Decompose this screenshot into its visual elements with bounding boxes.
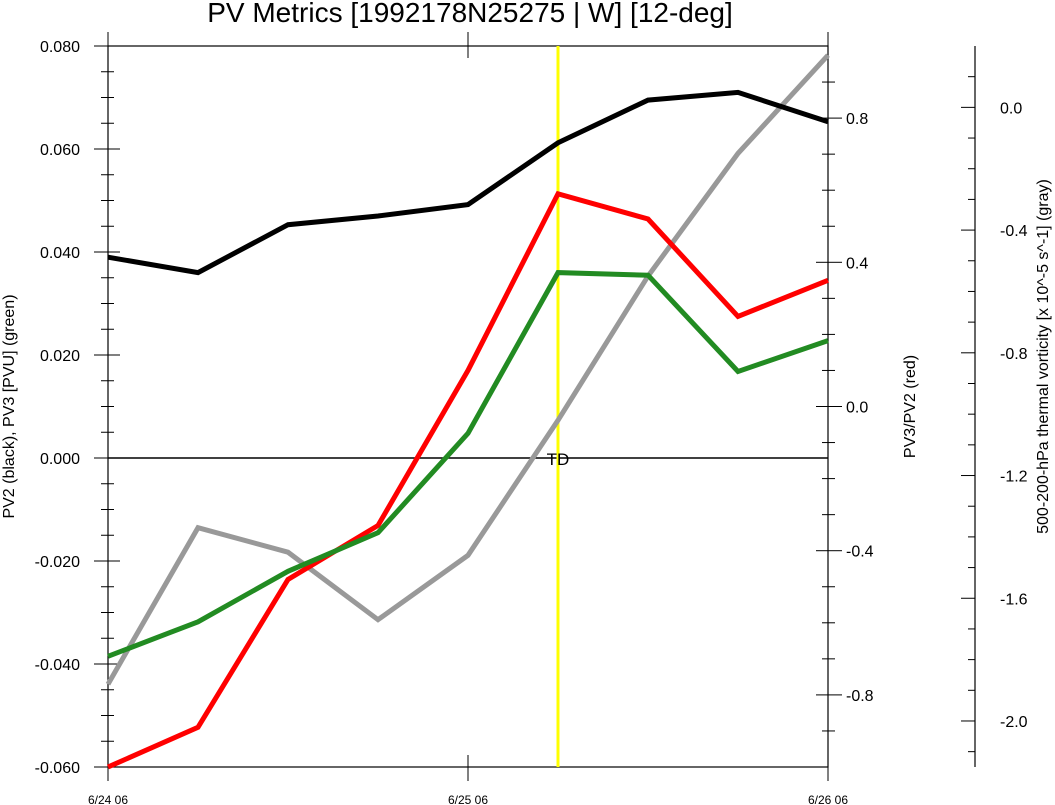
far-right-tick-label: 0.0 <box>1000 100 1022 117</box>
pv3-series-line <box>107 270 829 659</box>
left-tick-label: -0.040 <box>35 657 80 674</box>
x-tick-label: 6/25 06 <box>448 793 488 805</box>
y-axis-far-right-label: 500-200-hPa thermal vorticity [x 10^-5 s… <box>1035 179 1052 534</box>
left-tick-label: 0.060 <box>40 142 80 159</box>
far-right-tick-label: -0.4 <box>1000 223 1028 240</box>
far-right-tick-label: -2.0 <box>1000 714 1028 731</box>
right-tick-label: -0.4 <box>846 544 874 561</box>
right-tick-label: 0.8 <box>846 111 868 128</box>
left-tick-label: 0.040 <box>40 245 80 262</box>
x-tick-label: 6/26 06 <box>808 793 848 805</box>
y-axis-right-label: PV3/PV2 (red) <box>902 355 919 458</box>
left-tick-label: -0.020 <box>35 554 80 571</box>
thermal-vorticity-series-line <box>105 53 830 686</box>
pv3-pv2-ratio-series-line <box>106 190 829 770</box>
far-right-tick-label: -1.2 <box>1000 469 1028 486</box>
event-label: TD <box>547 450 570 469</box>
far-right-tick-label: -0.8 <box>1000 346 1028 363</box>
left-tick-label: 0.080 <box>40 39 80 56</box>
right-tick-label: 0.4 <box>846 255 868 272</box>
far-right-tick-label: -1.6 <box>1000 591 1028 608</box>
right-tick-label: -0.8 <box>846 688 874 705</box>
right-tick-label: 0.0 <box>846 400 868 417</box>
left-tick-label: 0.020 <box>40 348 80 365</box>
left-tick-label: 0.000 <box>40 451 80 468</box>
plot-frame <box>107 45 829 768</box>
left-tick-label: -0.060 <box>35 760 80 777</box>
y-axis-left-label: PV2 (black), PV3 [PVU] (green) <box>1 294 18 518</box>
chart-title: PV Metrics [1992178N25275 | W] [12-deg] <box>207 0 733 28</box>
pv2-series-line <box>107 89 829 276</box>
x-tick-label: 6/24 06 <box>88 793 128 805</box>
